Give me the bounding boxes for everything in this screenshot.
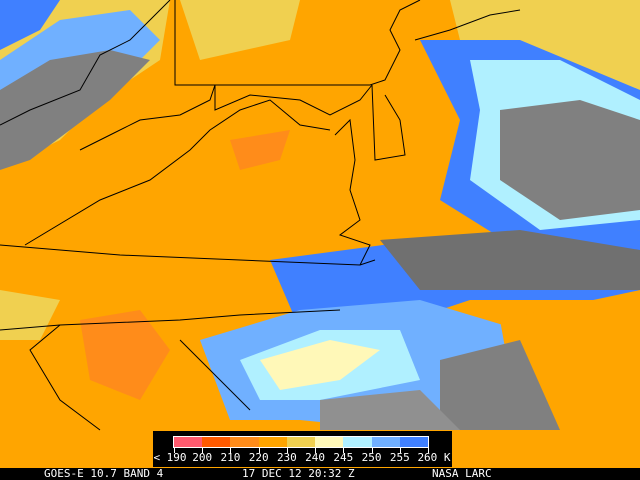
scale-tick: [258, 447, 260, 453]
color-swatch: [343, 437, 372, 447]
scale-tick: [230, 447, 232, 453]
scale-tick: [428, 447, 429, 453]
cloud-temperature-fields: [0, 0, 640, 430]
state-boundaries: [0, 0, 521, 431]
color-scale-bar: [173, 436, 429, 448]
color-swatch: [202, 437, 231, 447]
source-label: NASA LARC: [432, 467, 492, 480]
scale-tick-label: 220: [248, 451, 269, 464]
scale-tick-label: 230: [276, 451, 297, 464]
color-swatch: [399, 437, 428, 447]
color-swatch: [286, 437, 316, 447]
scale-tick: [174, 447, 175, 453]
timestamp: 17 DEC 12 20:32 Z: [242, 467, 355, 480]
image-caption: GOES-E 10.7 BAND 4 17 DEC 12 20:32 Z NAS…: [0, 468, 640, 480]
scale-tick: [286, 447, 288, 453]
scale-tick-label: 260 K: [417, 451, 451, 464]
scale-tick-label: 210: [220, 451, 241, 464]
satellite-band-label: GOES-E 10.7 BAND 4: [44, 467, 164, 480]
scale-tick: [202, 447, 204, 453]
scale-tick: [371, 447, 373, 453]
color-swatch: [315, 437, 344, 447]
scale-tick-label: 250: [361, 451, 382, 464]
color-swatch: [258, 437, 287, 447]
scale-tick-label: 200: [192, 451, 213, 464]
color-swatch: [230, 437, 259, 447]
scale-tick-label: 245: [333, 451, 354, 464]
scale-tick-label: 255: [389, 451, 410, 464]
color-swatch: [371, 437, 400, 447]
scale-tick: [399, 447, 401, 453]
color-scale-legend: < 190 200 210 220 230 240 245 250 255 260 K: [153, 431, 452, 467]
scale-tick-label: < 190: [153, 451, 187, 464]
scale-tick: [315, 447, 317, 453]
scale-tick-label: 240: [305, 451, 326, 464]
color-swatch: [174, 437, 203, 447]
scale-tick: [343, 447, 345, 453]
